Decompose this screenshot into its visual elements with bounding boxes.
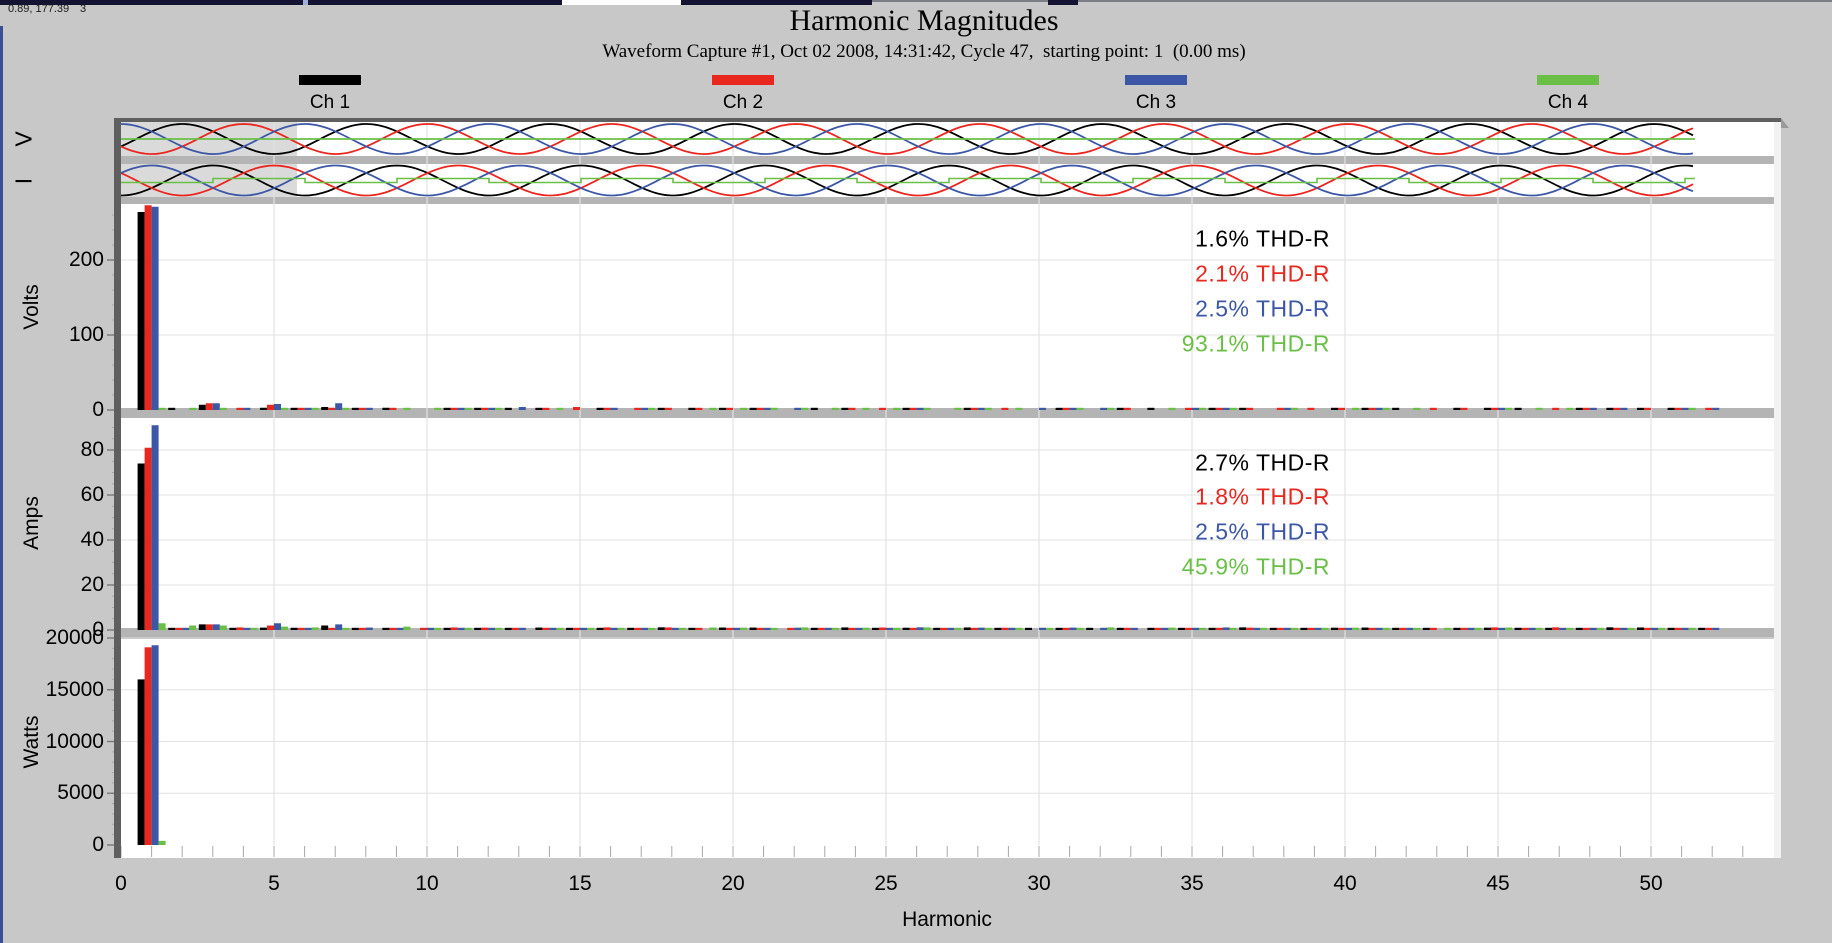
volts-thd-readout: 1.6% THD-R	[1195, 225, 1330, 252]
amps-thd-readout: 45.9% THD-R	[1181, 553, 1330, 580]
amps-ytick-label: 0	[92, 618, 104, 641]
chart-subtitle: Waveform Capture #1, Oct 02 2008, 14:31:…	[602, 41, 1246, 62]
amps-ytick-label: 80	[80, 438, 104, 461]
x-tick-label: 30	[1027, 872, 1051, 895]
watts-axis-title: Watts	[20, 715, 43, 769]
amps-ytick-label: 60	[80, 483, 104, 506]
background-window-sliver	[872, 0, 1832, 2]
x-tick-label: 45	[1486, 872, 1510, 895]
background-window-sliver	[303, 0, 308, 5]
amps-thd-readout: 2.7% THD-R	[1195, 449, 1330, 476]
legend-swatch-ch4	[1537, 75, 1599, 85]
watts-ytick-label: 0	[92, 833, 104, 856]
amps-thd-readout: 2.5% THD-R	[1195, 518, 1330, 545]
amps-thd-readout: 1.8% THD-R	[1195, 483, 1330, 510]
x-tick-label: 5	[268, 872, 280, 895]
legend-label-ch2: Ch 2	[722, 92, 764, 113]
legend-swatch-ch3	[1125, 75, 1187, 85]
background-window-sliver	[681, 0, 872, 5]
legend-label-ch4: Ch 4	[1547, 92, 1589, 113]
amps-ytick-label: 20	[80, 573, 104, 596]
volts-thd-readout: 2.5% THD-R	[1195, 295, 1330, 322]
x-axis-title: Harmonic	[902, 908, 992, 931]
x-tick-label: 10	[415, 872, 439, 895]
x-tick-label: 40	[1333, 872, 1357, 895]
waveform-traces	[120, 123, 1695, 197]
background-window-sliver	[562, 0, 681, 5]
plot-frame	[114, 118, 1789, 858]
gridlines	[121, 122, 1774, 845]
x-tick-label: 25	[874, 872, 898, 895]
watts-ytick-label: 10000	[45, 729, 104, 753]
background-window-sliver	[1048, 0, 1078, 5]
x-tick-label: 50	[1639, 872, 1663, 895]
legend-label-ch1: Ch 1	[309, 92, 351, 113]
amps-axis-title: Amps	[20, 496, 43, 550]
window-left-border	[0, 26, 3, 943]
plot-background	[121, 122, 1781, 858]
x-tick-label: 0	[115, 872, 127, 895]
legend-label-ch3: Ch 3	[1135, 92, 1177, 113]
x-tick-label: 15	[568, 872, 592, 895]
amps-ytick-label: 40	[80, 528, 104, 551]
chart-title: Harmonic Magnitudes	[789, 4, 1059, 37]
background-window-sliver	[0, 0, 562, 5]
volts-thd-readout: 2.1% THD-R	[1195, 260, 1330, 287]
watts-ytick-label: 15000	[45, 677, 104, 701]
legend-swatch-ch2	[712, 75, 774, 85]
volts-ytick-label: 0	[92, 398, 104, 421]
watts-ytick-label: 5000	[57, 781, 104, 805]
x-tick-label: 35	[1180, 872, 1204, 895]
x-tick-label: 20	[721, 872, 745, 895]
cursor-position-readout: 0.89, 177.39	[8, 3, 70, 15]
volts-ytick-label: 200	[68, 248, 104, 271]
harmonic-bars	[137, 205, 1720, 845]
volts-thd-readout: 93.1% THD-R	[1181, 330, 1330, 357]
cursor-readout-suffix: 3	[80, 3, 87, 15]
waveform-volts-row-label: V	[10, 131, 37, 147]
watts-ytick-label: 20000	[45, 626, 104, 649]
volts-axis-title: Volts	[20, 284, 43, 330]
waveform-amps-row-label: I	[10, 177, 37, 185]
volts-ytick-label: 100	[68, 323, 104, 346]
legend-swatch-ch1	[299, 75, 361, 85]
